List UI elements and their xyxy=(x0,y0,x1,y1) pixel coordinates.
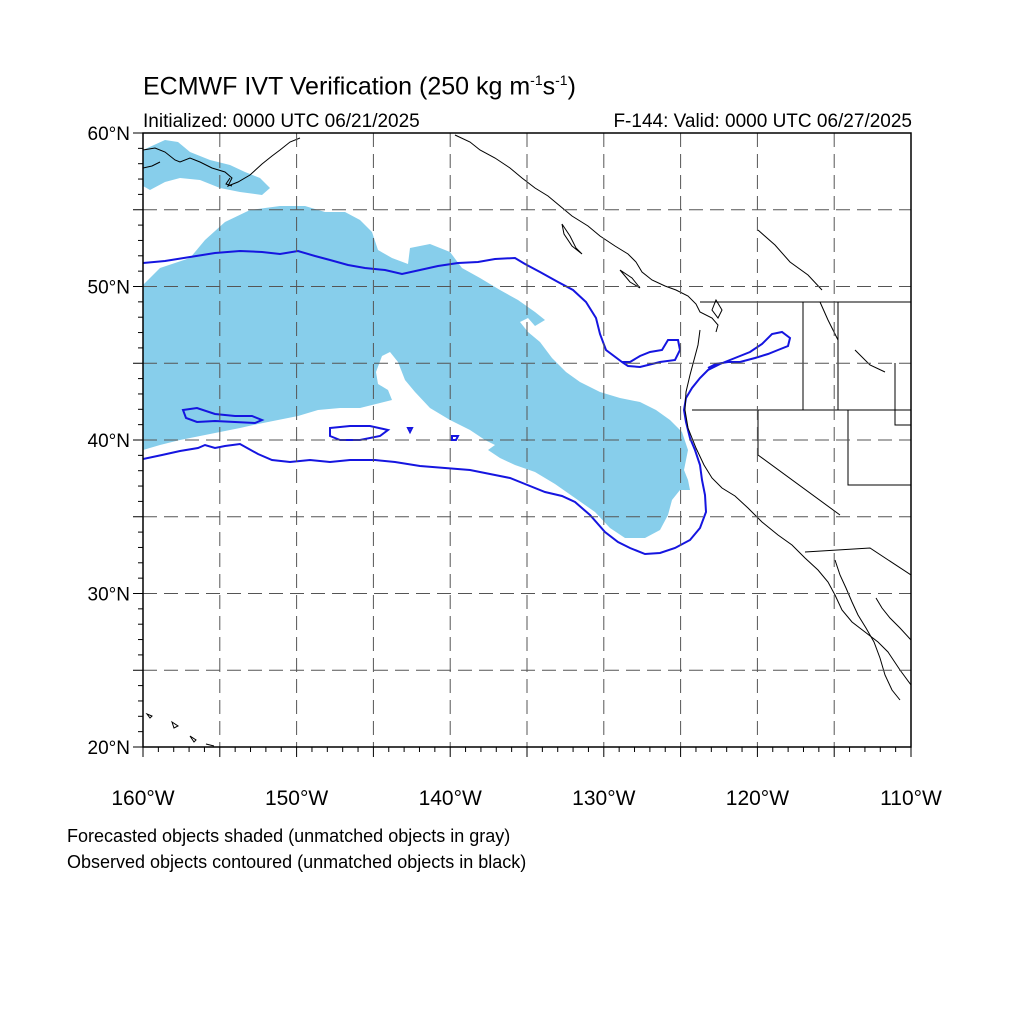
coastline-gulf xyxy=(875,597,911,641)
initialized-label: Initialized: 0000 UTC 06/21/2025 xyxy=(143,111,420,132)
lat-label: 50°N xyxy=(88,278,130,299)
longitude-labels: 160°W 150°W 140°W 130°W 120°W 110°W xyxy=(111,787,942,810)
latitude-labels: 60°N 50°N 40°N 30°N 20°N xyxy=(88,124,130,759)
forecast-object-main xyxy=(143,206,690,538)
coastline-islands xyxy=(561,223,723,319)
gridlines xyxy=(143,133,911,747)
observed-contour-blob xyxy=(329,425,391,441)
forecast-object-alaska xyxy=(143,140,270,195)
coastline-alaska xyxy=(143,135,301,187)
lon-label: 140°W xyxy=(419,787,482,810)
coastline-baja xyxy=(834,559,901,701)
state-boundaries xyxy=(692,301,911,576)
tick-marks xyxy=(133,132,912,757)
coastlines xyxy=(143,134,911,747)
forecast-objects xyxy=(143,140,690,538)
lat-label: 30°N xyxy=(88,585,130,606)
observed-contour-southern xyxy=(143,330,792,556)
footnote-observed: Observed objects contoured (unmatched ob… xyxy=(67,852,527,872)
lon-label: 150°W xyxy=(265,787,328,810)
lon-label: 110°W xyxy=(880,787,942,810)
lon-label: 130°W xyxy=(572,787,635,810)
lat-label: 20°N xyxy=(88,738,130,759)
observed-contour-speck1 xyxy=(406,427,414,435)
observed-contour-ring xyxy=(181,406,265,425)
lat-label: 60°N xyxy=(88,124,130,145)
lat-label: 40°N xyxy=(88,431,130,452)
forecast-object-small xyxy=(340,220,355,228)
lon-label: 120°W xyxy=(726,787,789,810)
coastline-us-west xyxy=(684,329,911,686)
observed-contour-speck2 xyxy=(451,435,460,441)
footnote-forecast: Forecasted objects shaded (unmatched obj… xyxy=(67,826,511,846)
observed-objects xyxy=(143,249,792,556)
observed-contour-main xyxy=(143,249,682,369)
lon-label: 160°W xyxy=(111,787,174,810)
coastline-bc-panhandle xyxy=(454,134,719,333)
valid-time-label: F-144: Valid: 0000 UTC 06/27/2025 xyxy=(613,111,912,132)
map-title: ECMWF IVT Verification (250 kg m-1s-1) xyxy=(143,72,576,101)
coastline-hawaii xyxy=(145,712,215,747)
